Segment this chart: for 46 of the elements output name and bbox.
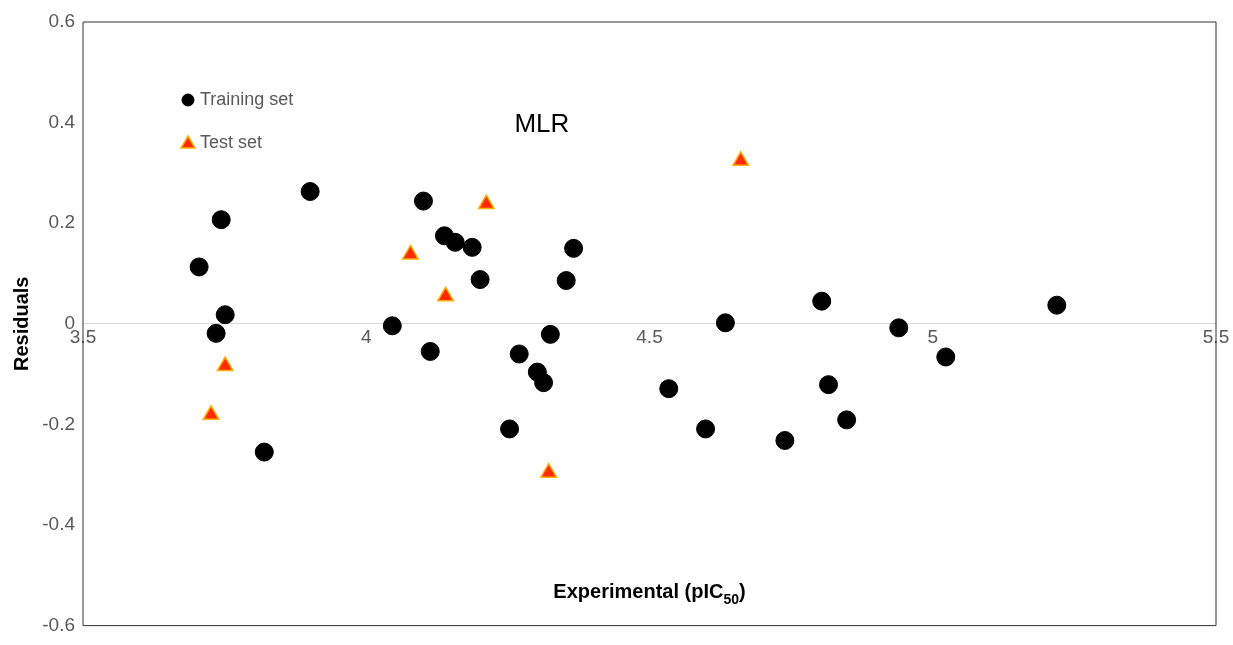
point: [470, 270, 490, 290]
point: [382, 316, 402, 336]
x-tick-label: 4: [360, 326, 372, 348]
point: [254, 442, 274, 462]
legend-label: Test set: [200, 131, 263, 152]
point: [202, 405, 220, 421]
point: [732, 151, 750, 167]
point: [534, 373, 554, 393]
y-tick-label: 0.4: [48, 110, 76, 132]
point: [659, 379, 679, 399]
point: [936, 347, 956, 367]
point: [300, 182, 320, 202]
point: [420, 341, 440, 361]
point: [819, 375, 839, 395]
point: [206, 323, 226, 343]
point: [540, 324, 560, 344]
y-tick-label: -0.6: [42, 613, 75, 635]
y-tick-label: -0.2: [42, 412, 75, 434]
point: [216, 356, 234, 372]
point: [445, 232, 465, 252]
y-tick-label: 0.6: [48, 10, 75, 32]
point: [715, 313, 735, 333]
y-tick-label: 0.2: [48, 211, 75, 233]
point: [437, 286, 455, 302]
point: [775, 431, 795, 450]
point: [556, 271, 576, 291]
point: [837, 410, 857, 430]
point: [1047, 295, 1067, 315]
y-tick-label: -0.4: [42, 513, 76, 535]
x-tick-label: 4.5: [636, 326, 663, 348]
point: [215, 305, 235, 325]
point: [696, 419, 716, 439]
point: [564, 238, 584, 258]
x-tick-label: 5: [927, 326, 939, 348]
point: [812, 291, 832, 311]
point: [477, 194, 495, 210]
legend-label: Training set: [200, 88, 294, 109]
y-axis-title: Residuals: [9, 276, 32, 372]
point: [211, 210, 231, 230]
point: [413, 191, 433, 211]
point: [462, 237, 482, 257]
point: [189, 257, 209, 277]
point: [889, 318, 909, 338]
point: [509, 344, 529, 364]
text: MLR: [514, 108, 570, 139]
point: [500, 419, 520, 439]
